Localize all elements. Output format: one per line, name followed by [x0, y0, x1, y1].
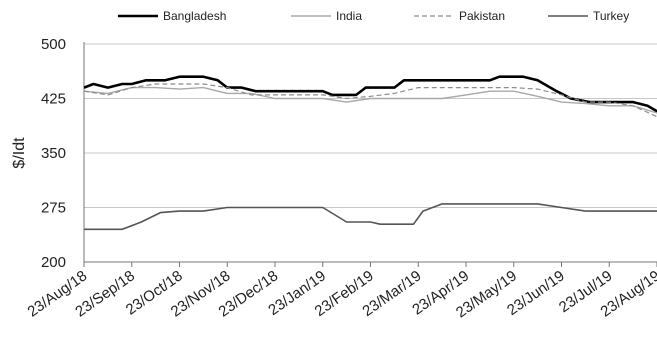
series-line-bangladesh	[83, 75, 657, 113]
legend-label-india: India	[336, 9, 362, 23]
series-lines	[83, 75, 657, 231]
x-axis-ticks: 23/Aug/1823/Sep/1823/Oct/1823/Nov/1823/D…	[25, 262, 657, 321]
legend-label-pakistan: Pakistan	[459, 9, 505, 23]
series-line-india	[83, 86, 657, 114]
legend: Bangladesh India Pakistan Turkey	[118, 9, 629, 23]
y-tick-label: 425	[41, 91, 66, 108]
legend-label-turkey: Turkey	[593, 9, 629, 23]
gridlines	[84, 43, 657, 208]
y-tick-label: 275	[41, 200, 66, 217]
series-line-turkey	[84, 203, 657, 231]
y-axis-ticks: 200 275 350 425 500	[41, 36, 66, 271]
y-axis-title: $/Idt	[11, 137, 28, 169]
y-tick-label: 200	[41, 254, 66, 271]
y-tick-label: 350	[41, 145, 66, 162]
series-line-pakistan	[83, 83, 657, 118]
legend-label-bangladesh: Bangladesh	[163, 9, 226, 23]
axes	[83, 42, 657, 263]
y-tick-label: 500	[41, 36, 66, 53]
